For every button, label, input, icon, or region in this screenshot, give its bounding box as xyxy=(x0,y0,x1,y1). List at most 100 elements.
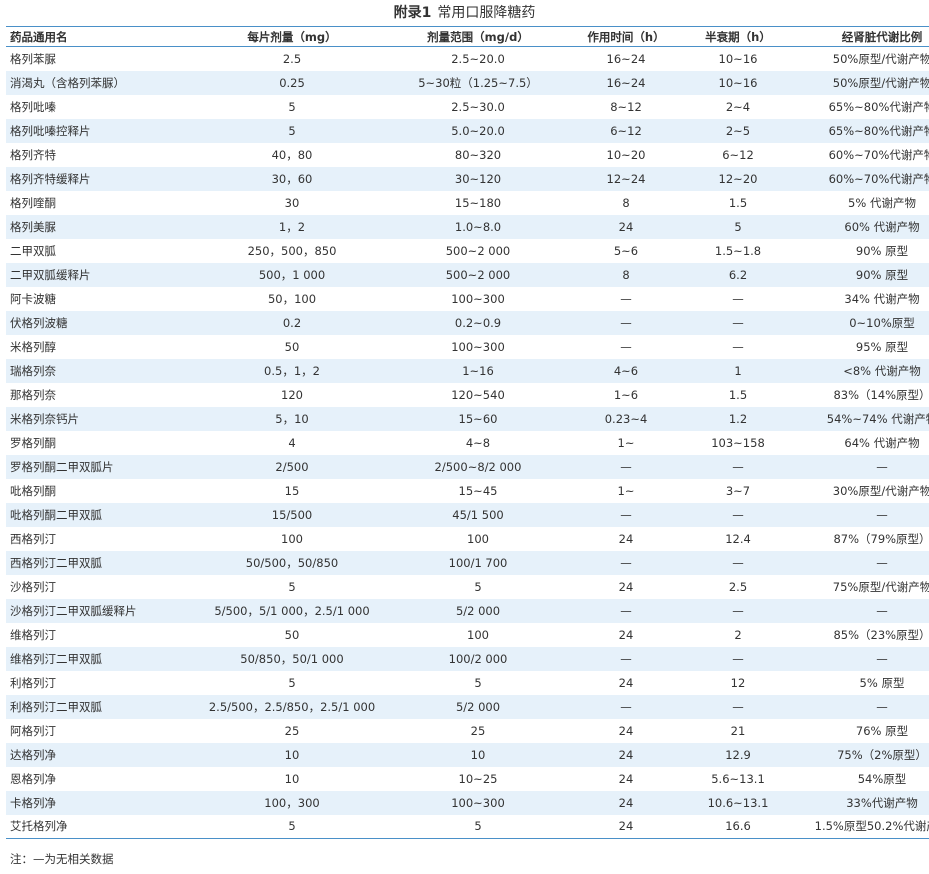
table-row: 格列齐特缓释片 30，60 30~120 12~24 12~20 60%~70%代谢产物 xyxy=(6,166,929,191)
cell-drug-name: 卡格列净 xyxy=(10,795,56,810)
cell-drug-name: 伏格列波糖 xyxy=(10,315,68,330)
cell-dose-range: 5~30粒（1.25~7.5） xyxy=(418,75,538,90)
cell-dose-per-tablet: 5 xyxy=(196,814,388,839)
table-row: 罗格列酮二甲双胍片 2/500 2/500~8/2 000 — — — xyxy=(6,454,929,479)
cell-half-life: 2~4 xyxy=(725,99,751,114)
cell-renal-ratio: — xyxy=(876,459,888,474)
cell-dose-range: 5/2 000 xyxy=(455,603,501,618)
cell-drug-name: 二甲双胍缓释片 xyxy=(10,267,91,282)
cell-dose-per-tablet: 1，2 xyxy=(278,219,306,234)
cell-dose-per-tablet: 5，10 xyxy=(275,411,309,426)
cell-renal-ratio: 60%~70%代谢产物 xyxy=(828,171,929,186)
table-row: 那格列奈 120 120~540 1~6 1.5 83%（14%原型） xyxy=(6,383,929,407)
cell-renal-ratio: 50%原型/代谢产物 xyxy=(832,51,929,66)
table-row: 罗格列酮 4 4~8 1~ 103~158 64% 代谢产物 xyxy=(6,431,929,455)
cell-drug-name: 格列苯脲 xyxy=(10,51,56,66)
cell-dose-per-tablet: 4 xyxy=(288,435,296,450)
cell-dose-range: 0.2~0.9 xyxy=(454,315,502,330)
cell-renal-ratio: 33%代谢产物 xyxy=(846,795,918,810)
table-row: 卡格列净 100，300 100~300 24 10.6~13.1 33%代谢产物 xyxy=(6,790,929,815)
cell-renal-ratio: 75%原型/代谢产物 xyxy=(832,579,929,594)
cell-dose-range: 100~300 xyxy=(451,795,505,810)
cell-dose-range: 120~540 xyxy=(451,387,505,402)
cell-dose-range: 2.5~30.0 xyxy=(451,99,505,114)
cell-renal-ratio: 5% 代谢产物 xyxy=(848,195,916,210)
table-title-text: 常用口服降糖药 xyxy=(437,5,536,21)
cell-dose-range: 100/2 000 xyxy=(448,651,508,666)
cell-dose-range: 2.5~20.0 xyxy=(451,51,505,66)
cell-drug-name: 西格列汀 xyxy=(10,531,56,546)
cell-drug-name: 西格列汀二甲双胍 xyxy=(10,555,102,570)
cell-renal-ratio: — xyxy=(876,507,888,522)
cell-action-time: 10~20 xyxy=(606,147,646,162)
cell-dose-per-tablet: 25 xyxy=(284,723,300,738)
cell-half-life: 1.5 xyxy=(728,195,748,210)
cell-dose-range: 15~60 xyxy=(458,411,498,426)
cell-renal-ratio: 1.5%原型50.2%代谢产物 xyxy=(792,814,929,839)
table-row: 格列喹酮 30 15~180 8 1.5 5% 代谢产物 xyxy=(6,191,929,215)
table-row: 恩格列净 10 10~25 24 5.6~13.1 54%原型 xyxy=(6,767,929,791)
table-row: 米格列醇 50 100~300 — — 95% 原型 xyxy=(6,335,929,359)
cell-drug-name: 格列吡嗪 xyxy=(10,99,56,114)
table-row: 二甲双胍缓释片 500，1 000 500~2 000 8 6.2 90% 原型 xyxy=(6,262,929,287)
cell-renal-ratio: 87%（79%原型） xyxy=(833,531,929,546)
cell-dose-per-tablet: 5 xyxy=(288,99,296,114)
cell-renal-ratio: 54%~74% 代谢产物 xyxy=(826,411,929,426)
cell-dose-range: 10 xyxy=(470,747,486,762)
cell-dose-range: 15~45 xyxy=(458,483,498,498)
table-row: 格列苯脲 2.5 2.5~20.0 16~24 10~16 50%原型/代谢产物 xyxy=(6,47,929,71)
cell-half-life: 2.5 xyxy=(728,579,748,594)
cell-action-time: — xyxy=(620,315,632,330)
cell-renal-ratio: — xyxy=(876,651,888,666)
cell-drug-name: 吡格列酮 xyxy=(10,483,56,498)
cell-dose-range: 4~8 xyxy=(465,435,491,450)
cell-renal-ratio: 85%（23%原型） xyxy=(833,627,929,642)
cell-dose-per-tablet: 100，300 xyxy=(264,795,320,810)
cell-dose-range: 25 xyxy=(470,723,486,738)
cell-half-life: 1.5 xyxy=(728,387,748,402)
cell-action-time: 24 xyxy=(618,747,634,762)
cell-drug-name: 二甲双胍 xyxy=(10,243,56,258)
cell-action-time: 24 xyxy=(618,579,634,594)
cell-drug-name: 格列齐特缓释片 xyxy=(10,171,91,186)
table-row: 二甲双胍 250，500，850 500~2 000 5~6 1.5~1.8 90% 原型 xyxy=(6,239,929,263)
cell-action-time: 16~24 xyxy=(606,75,646,90)
header-drug-name: 药品通用名 xyxy=(6,26,196,47)
cell-dose-per-tablet: 0.2 xyxy=(282,315,302,330)
cell-action-time: — xyxy=(620,651,632,666)
table-row: 维格列汀 50 100 24 2 85%（23%原型） xyxy=(6,623,929,647)
cell-action-time: 0.23~4 xyxy=(604,411,648,426)
cell-dose-range: 45/1 500 xyxy=(452,507,504,522)
cell-drug-name: 格列齐特 xyxy=(10,147,56,162)
cell-half-life: 2~5 xyxy=(725,123,751,138)
cell-renal-ratio: 65%~80%代谢产物 xyxy=(828,123,929,138)
cell-dose-per-tablet: 30，60 xyxy=(271,171,313,186)
cell-renal-ratio: 54%原型 xyxy=(857,771,907,786)
cell-dose-range: 15~180 xyxy=(454,195,502,210)
cell-action-time: 1~ xyxy=(617,435,635,450)
cell-drug-name: 利格列汀 xyxy=(10,675,56,690)
header-half-life: 半衰期（h） xyxy=(684,26,792,47)
cell-dose-per-tablet: 50/850，50/1 000 xyxy=(240,651,344,666)
table-row: 格列齐特 40，80 80~320 10~20 6~12 60%~70%代谢产物 xyxy=(6,143,929,167)
cell-drug-name: 沙格列汀二甲双胍缓释片 xyxy=(10,603,137,618)
cell-dose-per-tablet: 15 xyxy=(284,483,300,498)
cell-drug-name: 达格列净 xyxy=(10,747,56,762)
cell-dose-range: 100~300 xyxy=(451,291,505,306)
cell-drug-name: 那格列奈 xyxy=(10,387,56,402)
table-header: 药品通用名 每片剂量（mg） 剂量范围（mg/d） 作用时间（h） 半衰期（h）… xyxy=(6,26,929,47)
table-row: 消渴丸（含格列苯脲） 0.25 5~30粒（1.25~7.5） 16~24 10~16 5… xyxy=(6,70,929,95)
cell-renal-ratio: 75%（2%原型） xyxy=(837,747,927,762)
cell-action-time: — xyxy=(620,555,632,570)
cell-half-life: 10~16 xyxy=(718,75,758,90)
cell-drug-name: 格列吡嗪控释片 xyxy=(10,123,91,138)
cell-action-time: 8 xyxy=(622,267,630,282)
cell-half-life: 103~158 xyxy=(711,435,765,450)
cell-renal-ratio: 90% 原型 xyxy=(855,267,909,282)
cell-action-time: 24 xyxy=(618,627,634,642)
cell-half-life: — xyxy=(732,459,744,474)
table-row: 西格列汀二甲双胍 50/500，50/850 100/1 700 — — — xyxy=(6,550,929,575)
cell-drug-name: 利格列汀二甲双胍 xyxy=(10,699,102,714)
table-row: 吡格列酮二甲双胍 15/500 45/1 500 — — — xyxy=(6,502,929,527)
cell-half-life: 1.5~1.8 xyxy=(714,243,762,258)
